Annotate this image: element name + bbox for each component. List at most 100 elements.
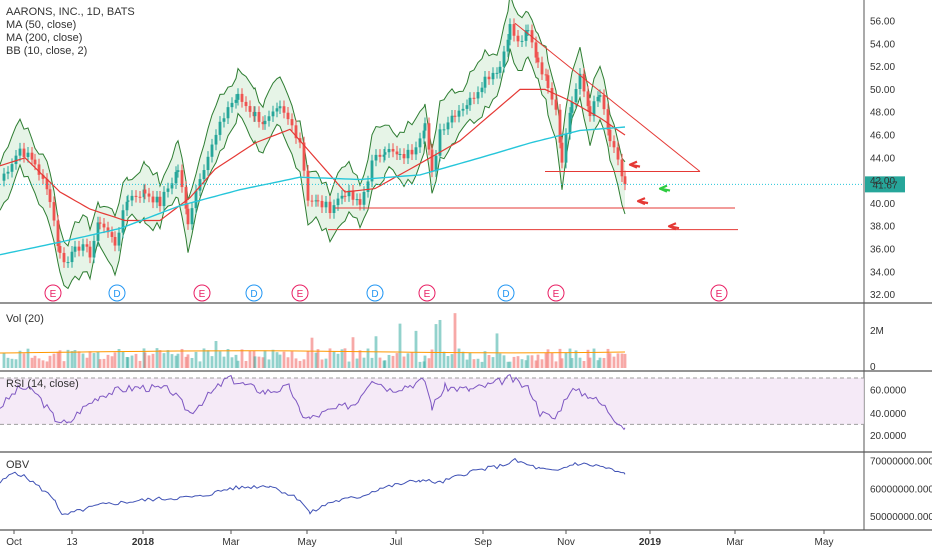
x-axis-label: 13 [66,537,78,548]
x-axis-label: Mar [726,537,744,548]
volume-bar [488,355,491,368]
volume-bar [107,355,110,368]
candle-body [317,200,320,201]
volume-bar [15,359,18,368]
volume-bar [415,331,418,368]
x-axis-label: Oct [6,537,22,548]
volume-bar [215,341,218,368]
candle-body [97,222,100,240]
volume-bar [187,354,190,368]
volume-bar [223,357,226,368]
volume-bar [499,353,502,368]
candle-body [617,147,620,159]
candle-body [621,160,624,177]
candle-body [587,91,590,106]
candle-body [159,197,162,206]
candle-body [407,150,410,158]
candle-body [163,192,166,206]
candle-body [167,189,170,192]
candle-body [268,116,271,121]
volume-bar [513,357,516,368]
x-axis-label: Mar [222,537,240,548]
volume-bar [624,354,627,368]
candle-body [34,160,37,165]
price-axis-tick: 56.00 [870,17,895,28]
candle-body [23,149,26,157]
volume-bar [473,359,476,368]
volume-bar [359,350,362,368]
chart-legend: AARONS, INC., 1D, BATS MA (50, close) MA… [6,6,135,58]
volume-bar [439,320,442,368]
volume-bar [152,354,155,368]
candle-body [63,253,66,262]
volume-bar [159,350,162,368]
candle-body [287,113,290,119]
volume-bar [276,352,279,368]
volume-bar [561,358,564,368]
candle-body [435,156,438,172]
candle-body [139,197,142,198]
volume-bar [419,362,422,368]
candle-body [156,197,159,203]
candle-body [419,138,422,147]
candle-body [93,241,96,258]
candle-body [279,106,282,108]
volume-bar [53,354,56,368]
candle-body [545,74,548,75]
volume-bar [254,356,257,368]
candle-body [195,191,198,209]
candle-body [89,247,92,258]
candle-body [384,152,387,154]
candle-body [103,224,106,228]
earnings-marker-label: E [424,289,431,300]
volume-bar [348,362,351,368]
volume-bar [114,352,117,368]
candle-body [575,89,578,102]
price-axis-tick: 48.00 [870,108,895,119]
volume-bar [237,361,240,368]
volume-bar [575,350,578,368]
x-axis-label: 2018 [132,537,155,548]
symbol-title: AARONS, INC., 1D, BATS [6,6,135,19]
candle-body [462,109,465,111]
x-axis-label: Jul [390,537,403,548]
volume-bar [321,360,324,368]
candle-body [276,108,279,111]
candle-body [451,116,454,123]
candle-body [363,192,366,205]
candle-body [122,210,125,232]
volume-bar [249,351,252,368]
candle-body [396,152,399,155]
volume-bar [317,349,320,368]
volume-bar [333,352,336,368]
candle-body [148,194,151,197]
volume-bar [392,356,395,368]
volume-bar [583,361,586,368]
volume-bar [63,361,66,368]
candle-body [561,143,564,163]
candle-body [454,116,457,117]
candle-body [551,88,554,100]
volume-bar [352,337,355,368]
volume-bar [403,357,406,368]
candle-body [187,209,190,225]
volume-bar [363,358,366,368]
volume-bar [211,356,214,368]
volume-bar [99,359,102,368]
volume-bar [407,353,410,368]
candle-body [3,174,6,181]
price-axis-tick: 42.00 [870,176,895,187]
candle-body [231,103,234,107]
candle-body [469,98,472,105]
candle-body [428,123,431,149]
candle-body [507,40,510,52]
volume-bar [111,356,114,368]
candle-body [114,237,117,246]
price-axis-tick: 32.00 [870,290,895,301]
price-axis-tick: 36.00 [870,245,895,256]
volume-bar [231,357,234,368]
volume-bar [74,350,77,368]
price-axis-tick: 40.00 [870,199,895,210]
volume-bar [19,351,22,368]
